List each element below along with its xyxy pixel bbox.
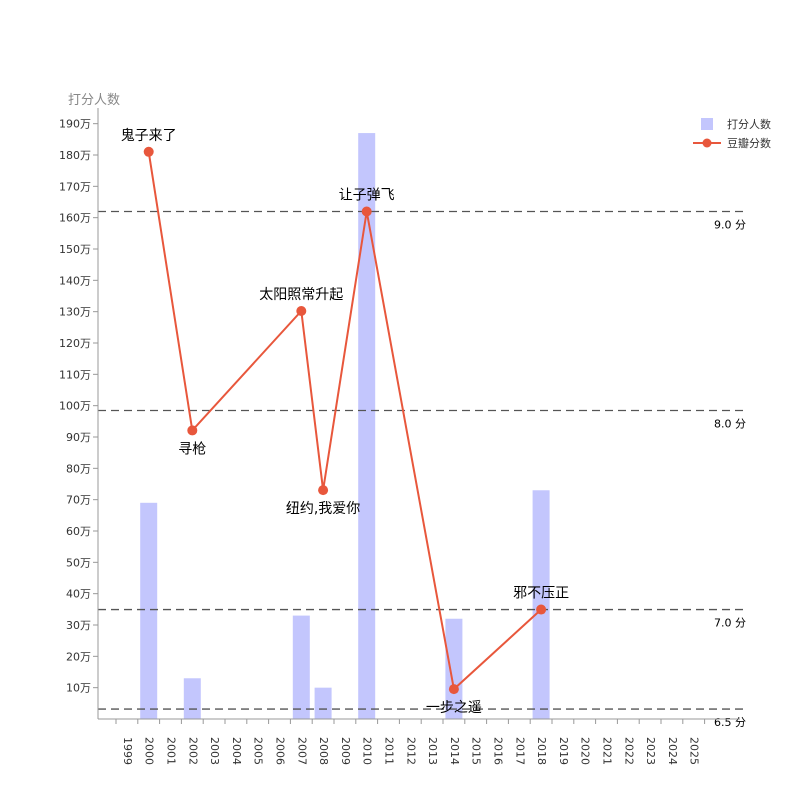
score-point-label: 寻枪 xyxy=(178,440,206,457)
score-point-2007 xyxy=(296,306,307,317)
x-tick-label: 2023 xyxy=(644,737,657,765)
bar-2010 xyxy=(358,133,376,720)
x-tick-label: 2007 xyxy=(295,737,308,765)
y-tick-label: 10万 xyxy=(66,682,91,695)
score-point-2010 xyxy=(361,206,372,217)
y-tick-label: 90万 xyxy=(66,431,91,444)
y-tick-label: 130万 xyxy=(59,306,91,319)
x-tick-label: 2000 xyxy=(143,737,156,765)
legend-label: 打分人数 xyxy=(727,117,771,131)
x-tick-label: 2022 xyxy=(622,737,635,765)
x-tick-label: 2008 xyxy=(317,737,330,765)
bar-2007 xyxy=(292,615,310,719)
x-tick-label: 2006 xyxy=(274,737,287,765)
reference-line-label: 7.0 分 xyxy=(714,617,746,630)
score-point-2002 xyxy=(187,425,198,436)
x-ticks: 1999 2000 2001 2002 2003 2004 2005 2006 2007 2008… xyxy=(115,719,706,765)
y-tick-label: 160万 xyxy=(59,212,91,225)
x-tick-label: 2011 xyxy=(383,737,396,765)
bar-2002 xyxy=(183,678,201,719)
x-tick-label: 2013 xyxy=(426,737,439,765)
y-tick-label: 20万 xyxy=(66,650,91,663)
x-tick-label: 2005 xyxy=(252,737,265,765)
y-tick-label: 170万 xyxy=(59,180,91,193)
bar-2008 xyxy=(314,687,332,719)
score-point-2014 xyxy=(448,684,459,695)
axes: 打分人数 xyxy=(68,93,740,720)
y-tick-label: 190万 xyxy=(59,118,91,131)
y-tick-label: 110万 xyxy=(59,368,91,381)
y-ticks: 10万 20万 30万 40万 50万 60万 70万 80万 90万 100万 110万 120万 1… xyxy=(59,118,98,695)
x-tick-label: 2002 xyxy=(186,737,199,765)
x-tick-label: 2019 xyxy=(557,737,570,765)
score-point-2018 xyxy=(536,604,547,615)
reference-line-label: 8.0 分 xyxy=(714,418,746,431)
score-line xyxy=(147,151,542,692)
x-tick-label: 2020 xyxy=(579,737,592,765)
x-tick-label: 2015 xyxy=(470,737,483,765)
legend-swatch-marker xyxy=(702,138,712,148)
score-point-label: 让子弹飞 xyxy=(339,187,395,203)
y-tick-label: 30万 xyxy=(66,619,91,632)
score-point-label: 鬼子来了 xyxy=(121,128,177,144)
bar-series xyxy=(140,133,550,720)
x-tick-label: 2014 xyxy=(448,737,461,765)
bar-2014 xyxy=(445,618,463,719)
reference-lines: 9.0 分 8.0 分 7.0 分 6.5 分 xyxy=(98,210,748,729)
x-tick-label: 2001 xyxy=(165,737,178,765)
y-tick-label: 70万 xyxy=(66,494,91,507)
y-axis-title: 打分人数 xyxy=(68,93,120,108)
y-tick-label: 40万 xyxy=(66,588,91,601)
y-tick-label: 100万 xyxy=(59,400,91,413)
legend-label: 豆瓣分数 xyxy=(727,136,771,150)
x-tick-label: 2010 xyxy=(361,737,374,765)
x-tick-label: 2004 xyxy=(230,737,243,765)
y-tick-label: 180万 xyxy=(59,149,91,162)
x-tick-label: 2021 xyxy=(601,737,614,765)
y-tick-label: 140万 xyxy=(59,274,91,287)
score-point-label: 太阳照常升起 xyxy=(259,287,343,303)
y-tick-label: 120万 xyxy=(59,337,91,350)
x-tick-label: 2009 xyxy=(339,737,352,765)
reference-line-label: 9.0 分 xyxy=(714,218,746,231)
x-tick-label: 2025 xyxy=(688,737,701,765)
reference-line-label: 6.5 分 xyxy=(714,716,746,729)
score-point-2008 xyxy=(318,485,329,496)
bar-2000 xyxy=(140,502,158,719)
score-point-label: 纽约,我爱你 xyxy=(286,501,360,517)
score-point-2000 xyxy=(143,146,154,157)
y-tick-label: 50万 xyxy=(66,556,91,569)
y-tick-label: 80万 xyxy=(66,462,91,475)
score-point-label: 一步之遥 xyxy=(426,700,482,716)
x-tick-label: 1999 xyxy=(121,737,134,765)
legend-swatch-bar xyxy=(701,118,713,130)
score-point-label: 邪不压正 xyxy=(513,586,569,602)
x-tick-label: 2003 xyxy=(208,737,221,765)
x-tick-label: 2016 xyxy=(492,737,505,765)
x-tick-label: 2017 xyxy=(513,737,526,765)
y-tick-label: 150万 xyxy=(59,243,91,256)
x-tick-label: 2018 xyxy=(535,737,548,765)
x-tick-label: 2012 xyxy=(404,737,417,765)
y-tick-label: 60万 xyxy=(66,525,91,538)
x-tick-label: 2024 xyxy=(666,737,679,765)
